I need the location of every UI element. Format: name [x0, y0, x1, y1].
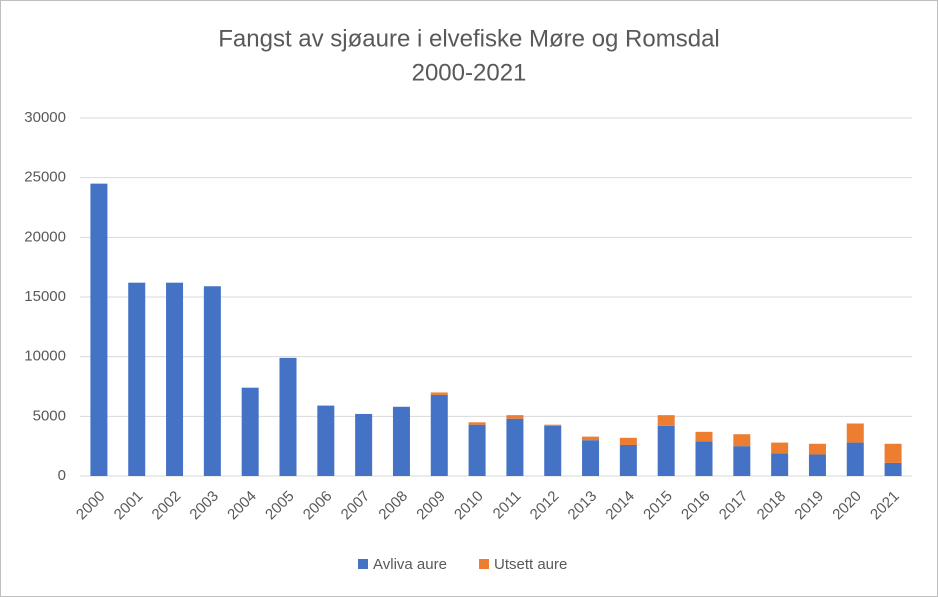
y-tick-label: 5000 [33, 407, 66, 424]
y-tick-label: 10000 [24, 348, 66, 365]
bar-segment [241, 387, 259, 476]
legend-label: Utsett aure [494, 556, 567, 573]
bar-segment [430, 394, 448, 476]
bar-segment [771, 442, 789, 454]
bar-segment [506, 418, 524, 476]
legend-swatch [479, 559, 489, 569]
bar-segment [808, 443, 826, 455]
bar-segment [695, 441, 713, 476]
bar-segment [657, 415, 675, 426]
y-tick-label: 20000 [24, 228, 66, 245]
bar-segment [884, 443, 902, 463]
bar-segment [392, 406, 410, 476]
bar-segment [619, 444, 637, 476]
bar-segment [355, 413, 373, 476]
legend-swatch [358, 559, 368, 569]
bar-segment [733, 434, 751, 447]
bar-segment [582, 440, 600, 476]
bar-segment [846, 442, 864, 476]
y-tick-label: 15000 [24, 288, 66, 305]
bar-segment [544, 425, 562, 476]
bar-segment [846, 423, 864, 443]
bar-segment [808, 454, 826, 476]
y-tick-label: 25000 [24, 169, 66, 186]
legend-label: Avliva aure [373, 556, 447, 573]
bar-segment [279, 357, 297, 476]
bar-segment [166, 282, 184, 476]
bar-segment [128, 282, 146, 476]
bar-segment [771, 453, 789, 476]
y-tick-label: 0 [58, 467, 66, 484]
bar-segment [430, 392, 448, 395]
y-tick-label: 30000 [24, 109, 66, 126]
bar-segment [582, 436, 600, 441]
bar-segment [695, 431, 713, 442]
bar-segment [317, 405, 335, 476]
bar-segment [468, 422, 486, 425]
bar-segment [203, 286, 221, 476]
bar-segment [468, 424, 486, 476]
chart-title: Fangst av sjøaure i elvefiske Møre og Ro… [218, 25, 720, 52]
bar-segment [90, 183, 108, 476]
bar-segment [506, 415, 524, 419]
bar-segment [657, 425, 675, 476]
bar-segment [619, 437, 637, 445]
bar-segment [884, 462, 902, 476]
bar-segment [733, 446, 751, 476]
bar-segment [544, 424, 562, 426]
chart-title: 2000-2021 [412, 59, 527, 86]
